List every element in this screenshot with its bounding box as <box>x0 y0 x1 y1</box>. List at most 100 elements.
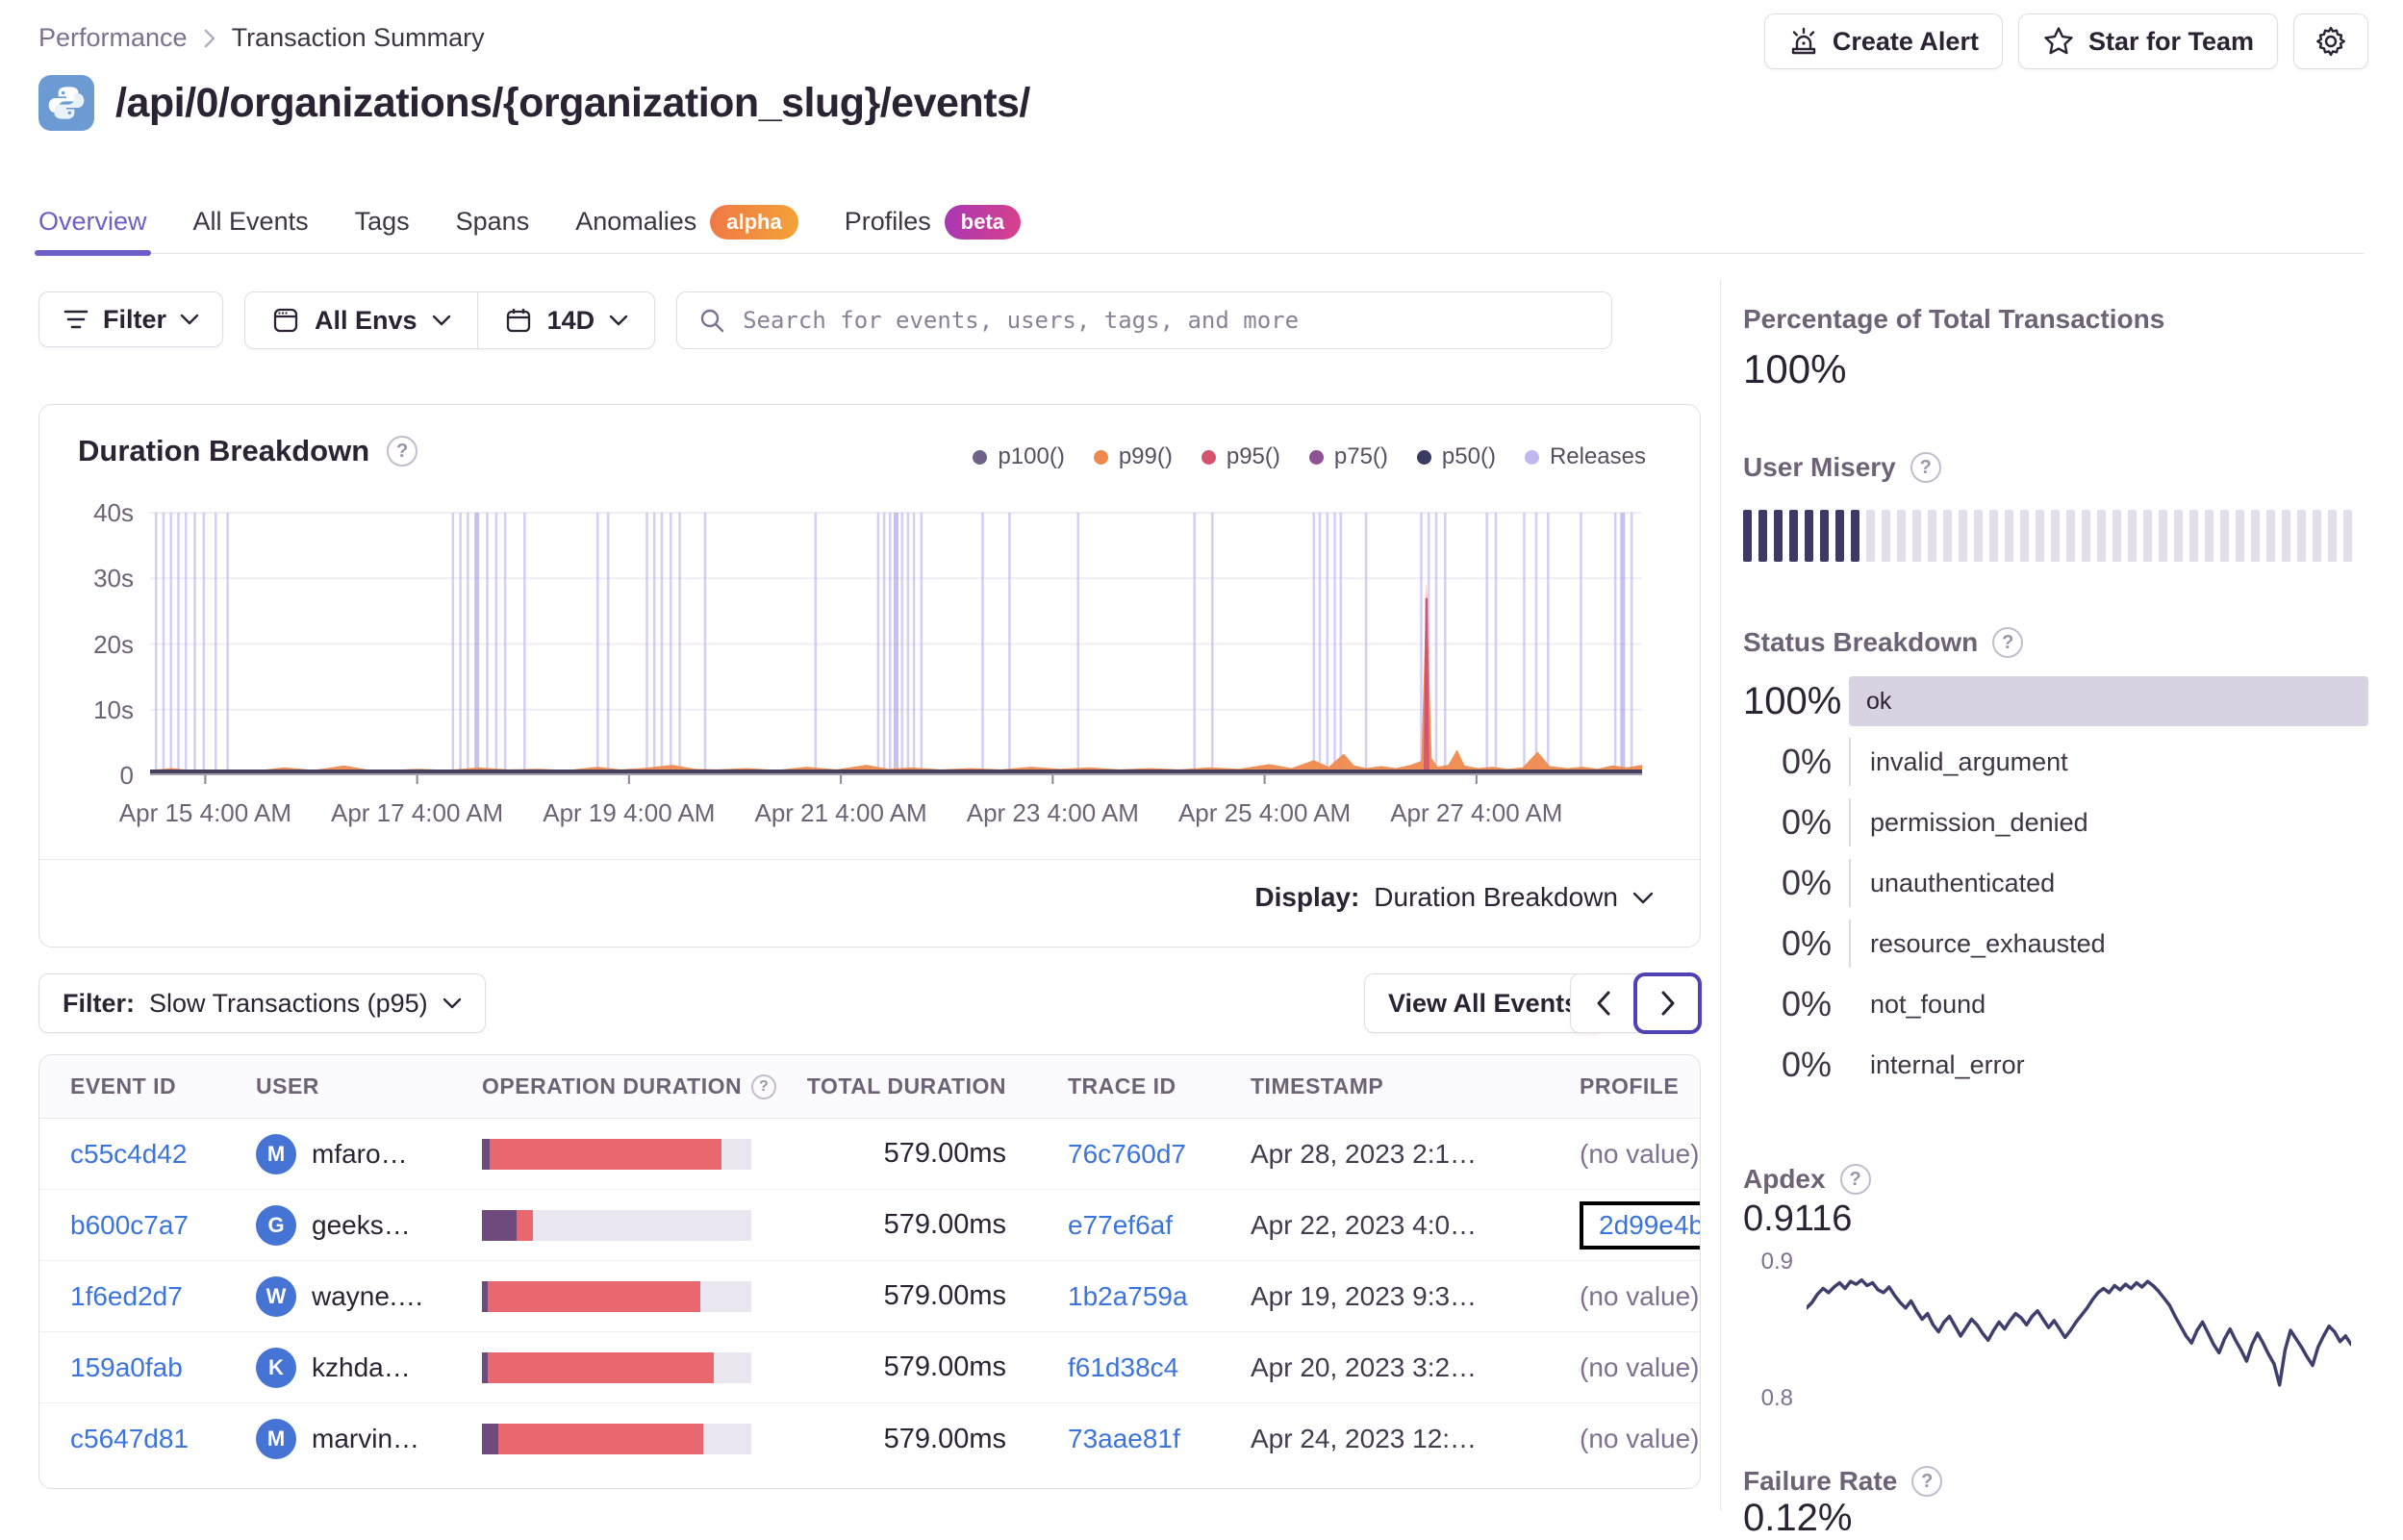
legend-item-p100[interactable]: p100() <box>973 443 1065 470</box>
previous-page-button[interactable] <box>1571 974 1635 1032</box>
tab-anomalies[interactable]: Anomalies alpha <box>575 190 798 253</box>
misery-tick <box>1928 510 1936 562</box>
filter-row: Filter All Envs 14D <box>38 291 1613 349</box>
tab-all-events[interactable]: All Events <box>193 190 309 253</box>
p50-p75-band <box>150 770 1642 774</box>
legend-item-p50[interactable]: p50() <box>1416 443 1496 470</box>
help-icon[interactable]: ? <box>1911 1466 1943 1497</box>
trace-id-link[interactable]: 76c760d7 <box>1068 1138 1187 1169</box>
column-header-event-id: EVENT ID <box>39 1073 256 1099</box>
avatar: K <box>256 1347 296 1388</box>
profile-no-value: (no value) <box>1580 1280 1700 1311</box>
tab-bar: Overview All Events Tags Spans Anomalies alph… <box>35 190 2365 256</box>
calendar-icon <box>504 306 533 335</box>
misery-tick <box>1959 510 1967 562</box>
apdex-heading: Apdex ? <box>1743 1164 1871 1195</box>
event-id-link[interactable]: b600c7a7 <box>70 1209 190 1240</box>
event-id-link[interactable]: c5647d81 <box>70 1424 190 1453</box>
help-icon[interactable]: ? <box>751 1073 777 1099</box>
event-id-link[interactable]: 159a0fab <box>70 1351 183 1382</box>
trace-id-link[interactable]: f61d38c4 <box>1068 1351 1179 1382</box>
display-selector[interactable]: Display: Duration Breakdown <box>1254 882 1654 913</box>
filter-button[interactable]: Filter <box>38 291 224 347</box>
total-duration-cell: 579.00ms <box>790 1424 1006 1455</box>
profile-link[interactable]: 2d99e4b2 <box>1599 1209 1700 1240</box>
view-all-events-button[interactable]: View All Events <box>1364 973 1604 1033</box>
chart-legend: p100() p99() p95() p75() p50() Releases <box>973 443 1646 470</box>
apdex-ymax-label: 0.9 <box>1760 1249 1793 1275</box>
event-id-cell: 159a0fab <box>39 1352 256 1383</box>
apdex-sparkline <box>1807 1256 2351 1410</box>
legend-item-Releases[interactable]: Releases <box>1524 443 1646 470</box>
legend-item-p95[interactable]: p95() <box>1201 443 1280 470</box>
env-date-group: All Envs 14D <box>244 291 656 349</box>
trace-id-link[interactable]: e77ef6af <box>1068 1209 1173 1240</box>
timestamp-cell: Apr 22, 2023 4:0… <box>1251 1209 1478 1240</box>
status-row-resource_exhausted: 0% resource_exhausted <box>1743 920 2368 968</box>
op-duration-http-segment <box>490 1138 722 1170</box>
misery-tick <box>1820 510 1829 562</box>
status-label: permission_denied <box>1849 798 2088 846</box>
event-id-cell: c55c4d42 <box>39 1139 256 1170</box>
date-range-selector[interactable]: 14D <box>476 292 655 348</box>
page-title-row: /api/0/organizations/{organization_slug}… <box>38 75 1030 131</box>
next-page-button[interactable] <box>1633 972 1702 1034</box>
total-duration-cell: 579.00ms <box>790 1351 1006 1383</box>
trace-id-cell: 73aae81f <box>1006 1424 1251 1454</box>
status-percent: 0% <box>1781 923 1832 963</box>
help-icon[interactable]: ? <box>1839 1164 1871 1195</box>
tab-label: Anomalies <box>575 207 697 236</box>
event-id-link[interactable]: c55c4d42 <box>70 1138 188 1169</box>
chevron-down-icon <box>609 315 628 326</box>
filter-lines-icon <box>63 308 89 331</box>
total-duration-value: 579.00ms <box>883 1280 1006 1311</box>
event-id-link[interactable]: 1f6ed2d7 <box>70 1280 183 1311</box>
settings-button[interactable] <box>2293 13 2368 69</box>
star-for-team-button[interactable]: Star for Team <box>2017 13 2278 69</box>
svg-text:Apr 17 4:00 AM: Apr 17 4:00 AM <box>331 798 503 827</box>
beta-badge: beta <box>944 204 1022 240</box>
search-input[interactable]: Search for events, users, tags, and more <box>676 291 1613 349</box>
op-duration-http-segment <box>497 1424 703 1454</box>
status-bar: ok <box>1849 676 2368 726</box>
transactions-filter-dropdown[interactable]: Filter: Slow Transactions (p95) <box>38 973 486 1033</box>
display-value: Duration Breakdown <box>1374 882 1618 912</box>
status-row-ok: 100% ok <box>1743 676 2368 726</box>
help-icon[interactable]: ? <box>1910 452 1941 483</box>
breadcrumb-performance[interactable]: Performance <box>38 23 188 52</box>
environment-selector[interactable]: All Envs <box>245 292 477 348</box>
legend-item-p99[interactable]: p99() <box>1093 443 1173 470</box>
svg-text:Apr 27 4:00 AM: Apr 27 4:00 AM <box>1390 798 1562 827</box>
transactions-filter-label: Filter: <box>63 988 136 1018</box>
tab-profiles[interactable]: Profiles beta <box>845 190 1022 253</box>
total-duration-cell: 579.00ms <box>790 1280 1006 1312</box>
tab-overview[interactable]: Overview <box>35 190 151 256</box>
sidebar-divider <box>1720 279 1721 1510</box>
tab-tags[interactable]: Tags <box>355 190 410 253</box>
create-alert-button[interactable]: Create Alert <box>1763 13 2003 69</box>
filter-label: Filter <box>103 304 167 334</box>
op-duration-other-segment <box>482 1424 498 1454</box>
trace-id-link[interactable]: 73aae81f <box>1068 1424 1180 1453</box>
tab-spans[interactable]: Spans <box>456 190 530 253</box>
column-header-label: OPERATION DURATION <box>482 1073 743 1098</box>
status-row-invalid_argument: 0% invalid_argument <box>1743 738 2368 786</box>
help-icon[interactable]: ? <box>387 436 418 467</box>
duration-breakdown-chart[interactable]: Apr 15 4:00 AM Apr 17 4:00 AM Apr 19 4:00 … <box>119 512 1642 827</box>
legend-item-p75[interactable]: p75() <box>1308 443 1388 470</box>
column-header-label: TOTAL DURATION <box>806 1073 1006 1098</box>
total-duration-cell: 579.00ms <box>790 1209 1006 1241</box>
trace-id-link[interactable]: 1b2a759a <box>1068 1280 1188 1311</box>
chart-title: Duration Breakdown ? <box>78 434 418 468</box>
help-icon[interactable]: ? <box>1992 627 2024 658</box>
date-range-label: 14D <box>546 305 595 335</box>
breadcrumb-transaction-summary: Transaction Summary <box>231 23 485 52</box>
misery-tick <box>2128 510 2137 562</box>
operation-duration-cell <box>482 1351 790 1383</box>
tab-label: Tags <box>354 207 410 236</box>
